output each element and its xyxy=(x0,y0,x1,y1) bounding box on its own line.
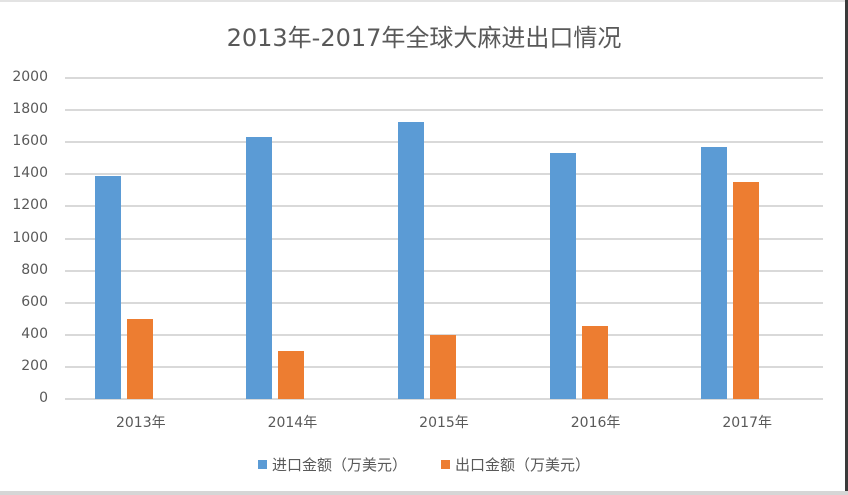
y-tick-label: 800 xyxy=(21,261,48,278)
x-tick-label: 2014年 xyxy=(267,415,318,431)
frame-bottom-border xyxy=(0,491,848,495)
y-tick-label: 2000 xyxy=(12,69,48,85)
gridline xyxy=(65,398,823,400)
export-bar xyxy=(126,318,153,399)
gridline xyxy=(65,109,823,112)
gridline xyxy=(65,141,823,144)
gridline xyxy=(65,237,823,240)
export-bar xyxy=(581,325,608,399)
y-tick-label: 1000 xyxy=(12,229,48,246)
gridline xyxy=(65,269,823,272)
chart-title: 2013年-2017年全球大麻进出口情况 xyxy=(226,24,622,52)
y-tick-label: 400 xyxy=(21,325,48,342)
export-bar xyxy=(733,182,760,399)
legend: 进口金额（万美元） 出口金额（万美元） xyxy=(0,454,848,475)
y-tick-label: 1800 xyxy=(12,101,48,118)
legend-swatch-icon xyxy=(257,460,267,469)
export-bar xyxy=(430,334,456,399)
y-tick-label: 600 xyxy=(21,293,48,310)
import-bar xyxy=(94,175,121,399)
gridline xyxy=(65,205,823,208)
plot-area xyxy=(65,77,823,400)
y-tick-label: 1200 xyxy=(12,197,48,214)
x-tick-label: 2015年 xyxy=(419,415,469,431)
gridline xyxy=(65,333,823,336)
y-tick-label: 1400 xyxy=(12,165,48,182)
import-bar xyxy=(701,147,728,399)
import-bar xyxy=(549,153,576,399)
frame-right-border xyxy=(845,0,848,495)
y-tick-label: 1600 xyxy=(12,133,48,150)
import-bar xyxy=(246,137,273,399)
x-tick-label: 2013年 xyxy=(115,415,166,431)
legend-item-export: 出口金额（万美元） xyxy=(441,454,590,475)
import-bar xyxy=(398,122,424,399)
y-tick-label: 200 xyxy=(21,357,48,374)
legend-label: 进口金额（万美元） xyxy=(271,456,407,474)
y-tick-label: 0 xyxy=(39,390,48,406)
legend-item-import: 进口金额（万美元） xyxy=(257,454,407,475)
gridline xyxy=(65,301,823,304)
gridline xyxy=(65,173,823,176)
x-tick-label: 2017年 xyxy=(722,415,772,431)
frame-top-border xyxy=(0,0,848,2)
x-tick-label: 2016年 xyxy=(570,415,621,431)
export-bar xyxy=(278,350,305,399)
legend-swatch-icon xyxy=(441,460,450,469)
legend-label: 出口金额（万美元） xyxy=(455,456,591,474)
gridline xyxy=(65,77,823,79)
